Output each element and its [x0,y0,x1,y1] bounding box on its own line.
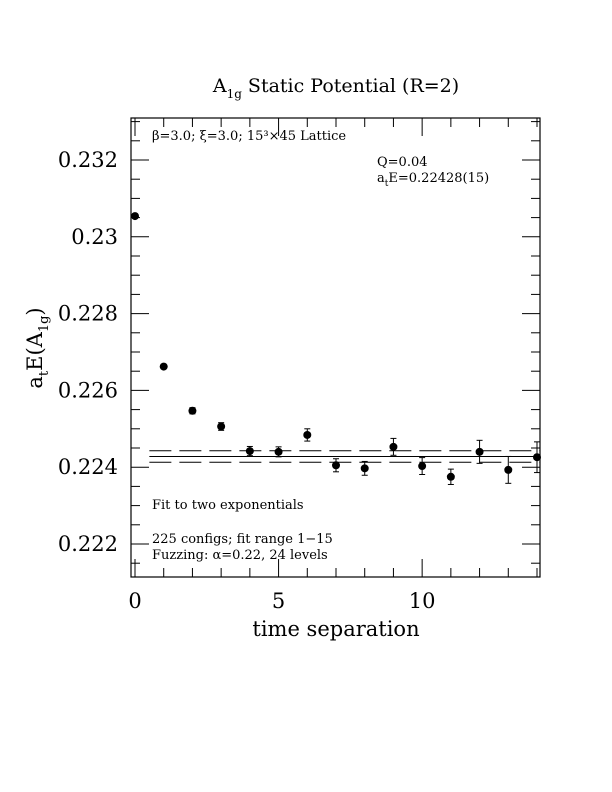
data-points [131,212,541,485]
data-point-group [389,437,398,456]
lattice-annotation: β=3.0; ξ=3.0; 15³×45 Lattice [152,129,346,144]
y-tick-label: 0.224 [58,455,118,479]
y-tick-label: 0.226 [58,378,118,402]
data-point [360,464,369,473]
data-point-group [159,362,168,371]
data-point-group [504,455,513,484]
x-tick-label: 5 [272,589,285,613]
data-point [533,453,541,462]
data-point [418,462,427,471]
data-point [245,447,254,456]
fuzzing-annotation: Fuzzing: α=0.22, 24 levels [152,548,328,563]
data-point-group [418,457,427,475]
data-point-group [188,406,197,415]
x-tick-label: 0 [128,589,141,613]
y-axis-label: atE(A1g) [23,307,52,388]
data-point-group [303,428,312,442]
data-point-group [131,212,139,221]
y-tick-label: 0.222 [58,532,118,556]
x-tick-label: 10 [409,589,436,613]
data-point-group [274,446,283,458]
data-point [332,461,340,470]
data-point [188,406,197,415]
y-tick-label: 0.228 [58,302,118,326]
data-point-group [475,439,484,464]
chart-title: A1g Static Potential (R=2) [212,75,459,101]
configs-annotation: 225 configs; fit range 1−15 [152,532,333,547]
energy-annotation: atE=0.22428(15) [377,171,489,189]
y-tick-label: 0.23 [71,225,118,249]
data-point-group [245,445,254,457]
data-point-group [332,458,340,473]
fit-type-annotation: Fit to two exponentials [152,498,304,513]
data-point-group [360,460,369,476]
data-point [303,430,312,439]
data-point-group [533,441,541,474]
data-point [217,422,226,431]
data-point [389,442,398,451]
y-tick-label: 0.232 [58,148,118,172]
fit-band [149,450,540,463]
data-point [274,447,283,456]
data-point [504,465,513,474]
data-point-group [446,468,455,485]
x-axis-label: time separation [252,617,419,641]
data-point [446,472,455,481]
chart-title-subscript: 1g [227,87,243,101]
q-value-annotation: Q=0.04 [377,155,428,170]
data-point [159,362,168,371]
data-point-group [217,422,226,431]
data-point [131,212,139,221]
data-point [475,447,484,456]
